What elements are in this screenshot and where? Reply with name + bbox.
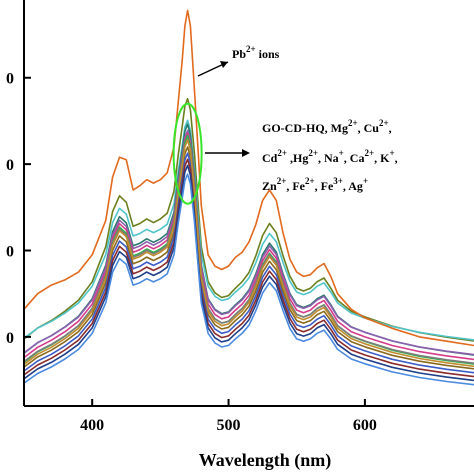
- group-label-line-3: Zn2+, Fe2+, Fe3+, Ag+: [262, 176, 368, 193]
- ion-series-line-9: [23, 158, 474, 378]
- ion-series-line-10: [23, 164, 474, 382]
- annotation-layer: Pb2+ ions GO-CD-HQ, Mg2+, Cu2+, Cd2+ ,Hg2+…: [172, 44, 398, 205]
- x-axis-title: Wavelength (nm): [199, 450, 332, 471]
- ion-series-line-13: [23, 173, 474, 386]
- pb-series-line: [23, 9, 474, 347]
- ion-series-line-2: [23, 119, 474, 341]
- ion-series-line-4: [23, 129, 474, 356]
- group-label-line-1: GO-CD-HQ, Mg2+, Cu2+,: [262, 118, 392, 135]
- y-tick-label-4: 0: [6, 71, 14, 88]
- ion-series-line-8: [23, 152, 474, 374]
- pb-arrow-head: [220, 61, 228, 68]
- group-label-line-2: Cd2+ ,Hg2+, Na+, Ca2+, K+,: [262, 148, 398, 165]
- highlight-ellipse: [172, 102, 203, 205]
- y-tick-label-1: 0: [6, 330, 14, 347]
- y-tick-label-2: 0: [6, 244, 14, 261]
- y-tick-label-3: 0: [6, 157, 14, 174]
- x-tick-label-500: 500: [217, 417, 241, 434]
- x-tick-label-400: 400: [80, 417, 104, 434]
- ion-series-line-12: [23, 139, 474, 368]
- axes-layer: 400 500 600 0 0 0 0 Wavelength (nm): [6, 0, 474, 471]
- group-arrow-head: [242, 149, 250, 157]
- ion-series-line-7: [23, 146, 474, 370]
- ion-series-line-5: [23, 132, 474, 361]
- ion-series-line-1: [23, 97, 474, 342]
- pb-label: Pb2+ ions: [232, 44, 280, 61]
- x-tick-label-600: 600: [353, 417, 377, 434]
- series-layer: [23, 9, 474, 386]
